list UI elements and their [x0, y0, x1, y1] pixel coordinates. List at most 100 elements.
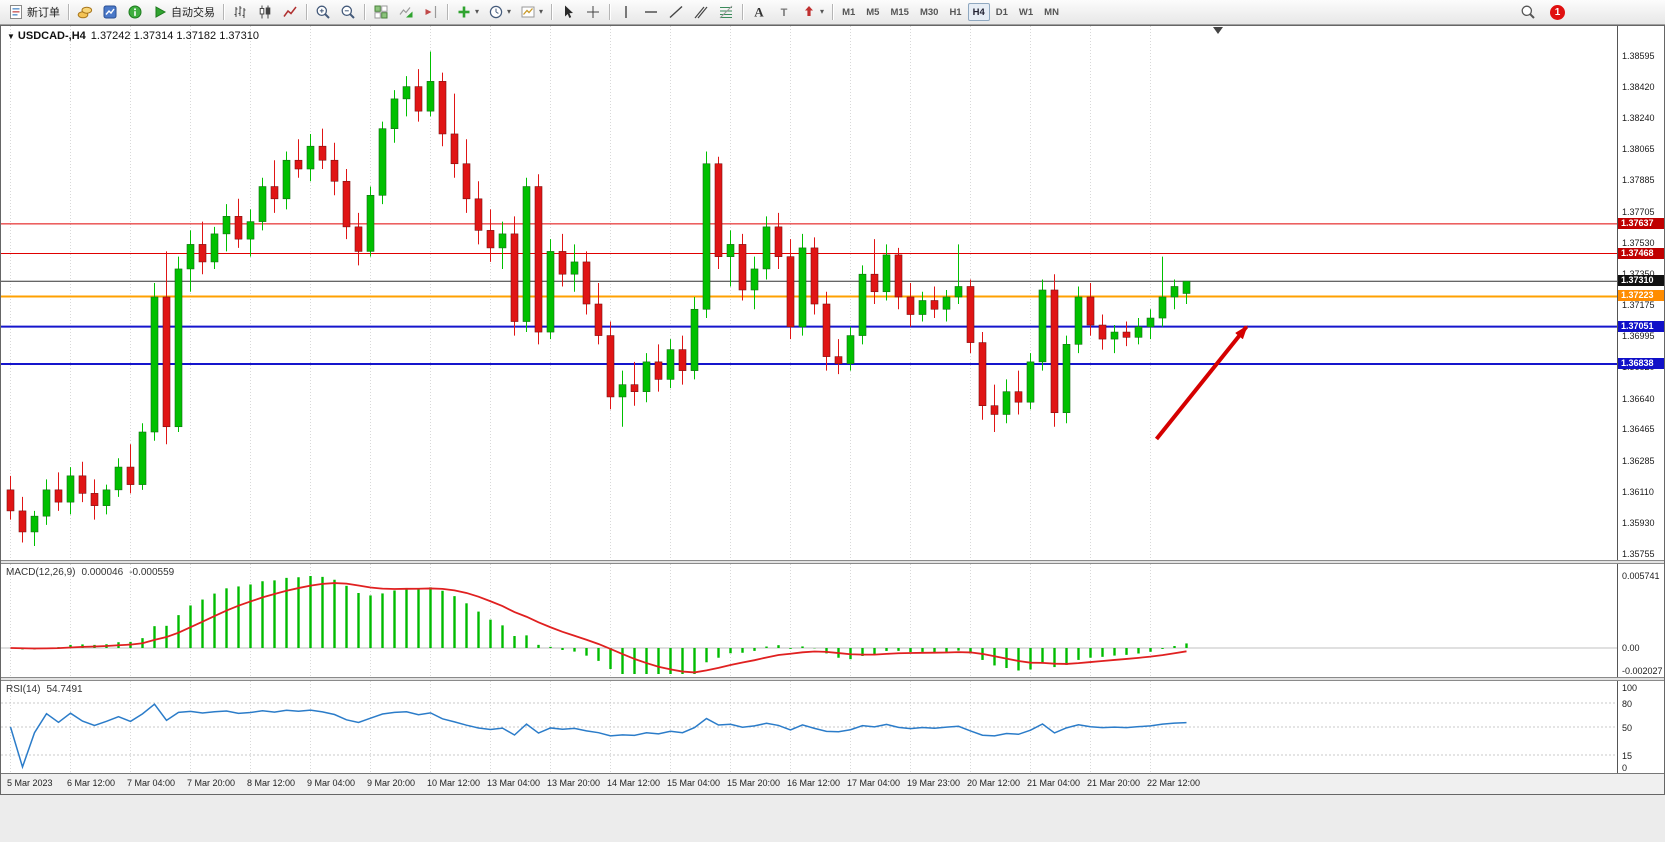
text-button[interactable]: A — [747, 2, 771, 22]
search-button[interactable] — [1516, 2, 1540, 22]
periods-button[interactable]: ▾ — [484, 2, 515, 22]
line-chart-button[interactable] — [278, 2, 302, 22]
timeframe-h4-button[interactable]: H4 — [967, 3, 990, 21]
auto-trading-button[interactable]: 自动交易 — [148, 2, 219, 22]
zoom-in-icon — [315, 4, 331, 20]
macd-scale: 0.005741 0.00 -0.002027 — [1617, 564, 1664, 677]
macd-label: MACD(12,26,9) 0.000046 -0.000559 — [6, 567, 174, 578]
auto-trading-button-label: 自动交易 — [171, 7, 215, 19]
macd-canvas[interactable] — [1, 564, 1664, 677]
price-line-badge: 1.37637 — [1618, 217, 1664, 229]
price-tick: 1.35930 — [1622, 518, 1655, 529]
zoom-in-button[interactable] — [311, 2, 335, 22]
toolbar-separator — [68, 4, 69, 20]
auto-scroll-icon — [398, 4, 414, 20]
price-tick: 1.37350 — [1622, 269, 1655, 280]
new-order-icon — [8, 4, 24, 20]
crosshair-button[interactable] — [581, 2, 605, 22]
time-label: 19 Mar 23:00 — [907, 778, 961, 788]
periods-icon — [488, 4, 504, 20]
trendline-button[interactable] — [664, 2, 688, 22]
price-tick: 1.38065 — [1622, 143, 1655, 154]
cursor-button[interactable] — [556, 2, 580, 22]
candlestick-chart-button[interactable] — [253, 2, 277, 22]
time-label: 9 Mar 04:00 — [307, 778, 356, 788]
timeframe-h1-button[interactable]: H1 — [944, 3, 966, 21]
toolbar-separator — [364, 4, 365, 20]
fibonacci-button[interactable] — [714, 2, 738, 22]
coins-icon — [77, 4, 93, 20]
tile-windows-button[interactable] — [369, 2, 393, 22]
macd-panel[interactable]: MACD(12,26,9) 0.000046 -0.000559 0.005741 0… — [1, 564, 1664, 677]
bar-chart-button[interactable] — [228, 2, 252, 22]
price-tick: 1.36110 — [1622, 486, 1654, 497]
time-label: 21 Mar 20:00 — [1087, 778, 1141, 788]
time-label: 13 Mar 04:00 — [487, 778, 541, 788]
time-label: 15 Mar 20:00 — [727, 778, 781, 788]
templates-button[interactable]: ▾ — [516, 2, 547, 22]
dropdown-caret-icon: ▾ — [539, 7, 544, 16]
arrows-icon — [801, 4, 817, 20]
community-button[interactable] — [123, 2, 147, 22]
main-chart-panel[interactable]: ▼ USDCAD-,H4 1.37242 1.37314 1.37182 1.373… — [1, 26, 1664, 560]
time-axis[interactable]: 5 Mar 2023 6 Mar 12:00 7 Mar 04:00 7 Mar 20… — [1, 773, 1664, 794]
chart-shift-icon — [423, 4, 439, 20]
zoom-out-button[interactable] — [336, 2, 360, 22]
vertical-line-button[interactable] — [614, 2, 638, 22]
panel-splitter[interactable] — [1, 560, 1664, 564]
main-chart-canvas[interactable] — [1, 26, 1664, 560]
price-line-badge: 1.37051 — [1618, 320, 1664, 332]
crosshair-icon — [585, 4, 601, 20]
price-scale[interactable]: 1.38595 1.38420 1.38240 1.38065 1.37885 1.377… — [1617, 26, 1664, 560]
arrows-button[interactable]: ▾ — [797, 2, 828, 22]
templates-icon — [520, 4, 536, 20]
indicators-icon — [456, 4, 472, 20]
toolbar-separator — [832, 4, 834, 20]
price-tick: 1.37175 — [1622, 299, 1655, 310]
price-tick: 1.38595 — [1622, 50, 1655, 61]
timeframe-w1-button[interactable]: W1 — [1014, 3, 1038, 21]
price-line-badge: 1.37310 — [1618, 275, 1664, 287]
dropdown-caret-icon: ▾ — [507, 7, 512, 16]
macd-tick: -0.002027 — [1622, 666, 1663, 676]
timeframe-m5-button[interactable]: M5 — [861, 3, 884, 21]
indicators-button[interactable]: ▾ — [452, 2, 483, 22]
panel-splitter[interactable] — [1, 677, 1664, 681]
line-chart-icon — [282, 4, 298, 20]
timeframe-m15-button[interactable]: M15 — [885, 3, 913, 21]
label-button[interactable]: T — [772, 2, 796, 22]
rsi-panel[interactable]: RSI(14) 54.7491 100 80 50 15 0 — [1, 681, 1664, 773]
hline-icon — [643, 4, 659, 20]
svg-text:A: A — [754, 5, 764, 20]
timeframe-d1-button[interactable]: D1 — [991, 3, 1013, 21]
time-label: 15 Mar 04:00 — [667, 778, 721, 788]
price-line-badge: 1.36838 — [1618, 357, 1664, 369]
macd-tick: 0.00 — [1622, 643, 1640, 653]
toolbar: 新订单 自动交易 ▾ ▾ ▾ A T ▾ M1 M5 M15 M30 H1 H4 D1 W1 MN 1 — [0, 0, 1665, 25]
timeframe-m30-button[interactable]: M30 — [915, 3, 943, 21]
notification-badge[interactable]: 1 — [1550, 4, 1565, 20]
chart-dropdown-icon[interactable]: ▼ — [7, 32, 15, 41]
rsi-canvas[interactable] — [1, 681, 1664, 773]
macd-name: MACD(12,26,9) — [6, 567, 76, 578]
macd-tick: 0.005741 — [1622, 571, 1660, 581]
time-label: 6 Mar 12:00 — [67, 778, 116, 788]
horizontal-line-button[interactable] — [639, 2, 663, 22]
new-order-button[interactable]: 新订单 — [4, 2, 64, 22]
toolbar-separator — [306, 4, 307, 20]
rsi-tick: 0 — [1622, 763, 1628, 773]
price-tick: 1.38420 — [1622, 81, 1655, 92]
timeframe-mn-button[interactable]: MN — [1039, 3, 1064, 21]
profile-button[interactable] — [98, 2, 122, 22]
price-tick: 1.36465 — [1622, 424, 1655, 435]
toolbar-separator — [223, 4, 224, 20]
symbols-button[interactable] — [73, 2, 97, 22]
search-icon — [1520, 4, 1536, 20]
chart-shift-button[interactable] — [419, 2, 443, 22]
auto-scroll-button[interactable] — [394, 2, 418, 22]
timeframe-m1-button[interactable]: M1 — [837, 3, 860, 21]
rsi-tick: 100 — [1622, 683, 1638, 693]
chart-window: ▼ USDCAD-,H4 1.37242 1.37314 1.37182 1.373… — [0, 25, 1665, 795]
channel-button[interactable] — [689, 2, 713, 22]
